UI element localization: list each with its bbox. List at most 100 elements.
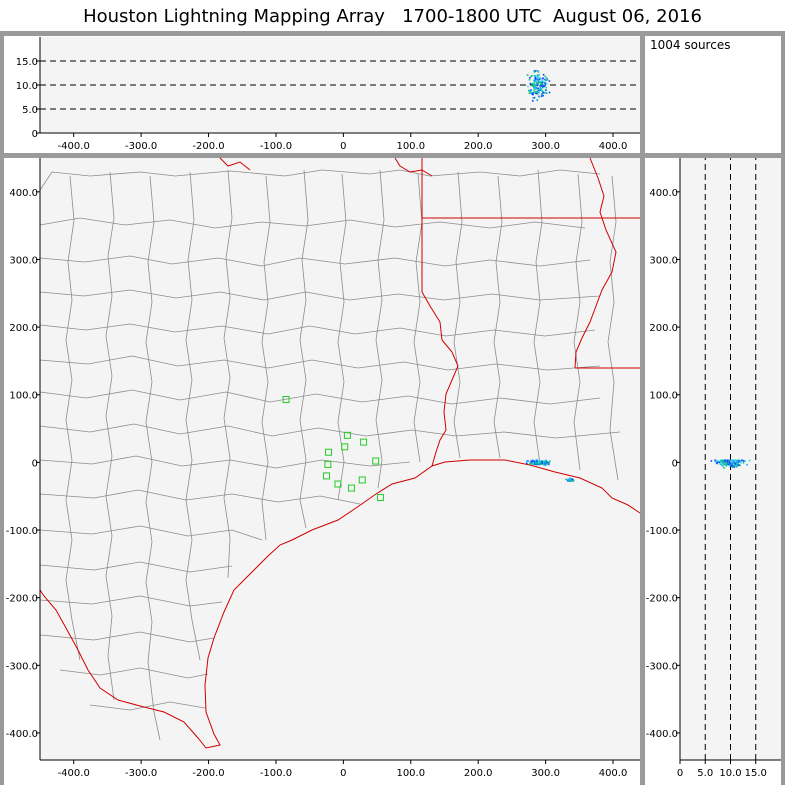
lightning-source (544, 83, 546, 86)
lightning-source (548, 460, 551, 463)
lightning-source (734, 463, 736, 466)
lightning-source (726, 463, 728, 466)
lightning-source (536, 81, 539, 84)
lightning-source (719, 460, 722, 462)
lightning-source (725, 465, 728, 467)
lightning-source (542, 81, 544, 84)
lightning-source (533, 461, 536, 464)
frame-mid (0, 153, 785, 158)
lightning-source (728, 459, 731, 462)
y-tick-label: 15.0 (16, 57, 38, 68)
lightning-source (538, 460, 541, 463)
lightning-source (532, 99, 534, 102)
lightning-source (543, 85, 546, 88)
lightning-source (544, 91, 547, 94)
lightning-source (731, 462, 733, 465)
frame-left (0, 31, 4, 785)
lightning-source (540, 80, 543, 83)
lightning-source (526, 74, 529, 76)
lightning-source (536, 74, 539, 77)
lightning-source (739, 461, 741, 463)
lightning-source (532, 461, 535, 464)
lightning-source (544, 78, 546, 81)
lightning-source (734, 462, 737, 465)
lightning-source (733, 462, 736, 464)
lma-station-marker (334, 480, 342, 488)
lightning-source (537, 461, 540, 463)
lma-station-marker (372, 457, 380, 465)
x-tick-label: -300.0 (125, 768, 157, 779)
y-tick-label: 400.0 (9, 188, 38, 199)
lightning-source (532, 93, 534, 96)
lightning-source (568, 477, 571, 480)
lightning-source (721, 461, 724, 463)
lma-station-marker (341, 443, 349, 451)
lightning-source (525, 462, 528, 464)
lma-station-marker (282, 395, 290, 403)
lightning-source (529, 462, 531, 464)
lightning-source (539, 86, 542, 89)
lightning-source (533, 89, 535, 91)
lightning-source (534, 76, 537, 79)
lightning-source (535, 76, 538, 78)
lightning-source (735, 462, 737, 465)
lightning-source (545, 461, 548, 464)
lightning-source (534, 70, 537, 72)
lightning-source (546, 79, 549, 81)
frame-divider (640, 31, 645, 785)
lightning-source (529, 463, 532, 465)
plot-title: Houston Lightning Mapping Array 1700-180… (83, 6, 702, 27)
lightning-source (539, 85, 541, 87)
lightning-source (535, 86, 538, 89)
lightning-source (539, 81, 542, 83)
y-tick-label: 400.0 (649, 188, 678, 199)
lightning-source (529, 90, 531, 92)
lightning-source (721, 460, 724, 462)
lma-station-marker (324, 460, 332, 468)
lightning-source (735, 459, 737, 462)
lightning-source (542, 91, 544, 94)
lightning-source (544, 464, 547, 467)
lightning-source (533, 85, 536, 88)
lightning-source (538, 463, 541, 465)
axes-layer: -400.0 -300.0 -200.0 -100.0 0 100.0 200.0 300.0… (6, 37, 781, 779)
y-tick-label: -200.0 (6, 594, 38, 605)
x-tick-label: -300.0 (125, 141, 157, 152)
lightning-source (539, 77, 542, 79)
lightning-source (537, 76, 539, 78)
lightning-source (742, 460, 745, 462)
lightning-source (727, 463, 730, 466)
lightning-source (541, 85, 543, 87)
lma-station-marker (323, 472, 331, 480)
x-tick-label: 300.0 (531, 768, 560, 779)
lightning-source (567, 479, 570, 481)
lightning-source (746, 463, 748, 466)
x-tick-label: 200.0 (464, 141, 493, 152)
lightning-source (742, 462, 745, 464)
lightning-source (542, 77, 544, 80)
lightning-source (529, 460, 532, 463)
lightning-source (532, 460, 534, 462)
lightning-source (730, 464, 732, 466)
lightning-source (536, 99, 539, 101)
lightning-source (532, 83, 535, 85)
lightning-source (545, 79, 547, 82)
lightning-source (541, 80, 544, 82)
x-tick-label: 100.0 (396, 768, 425, 779)
lightning-source (538, 89, 540, 91)
lightning-source (731, 464, 734, 467)
lightning-source (531, 85, 534, 87)
lightning-source (535, 459, 538, 462)
lightning-source (537, 463, 540, 466)
source-count: 1004 sources (650, 38, 731, 52)
lightning-source (735, 460, 738, 463)
y-tick-label: -100.0 (646, 526, 678, 537)
x-tick-label: 400.0 (599, 141, 628, 152)
lightning-source (732, 459, 734, 462)
lightning-source (533, 71, 536, 73)
lightning-source (535, 90, 538, 93)
lightning-source (527, 85, 529, 88)
lightning-source (539, 461, 542, 464)
lightning-source (533, 74, 536, 77)
